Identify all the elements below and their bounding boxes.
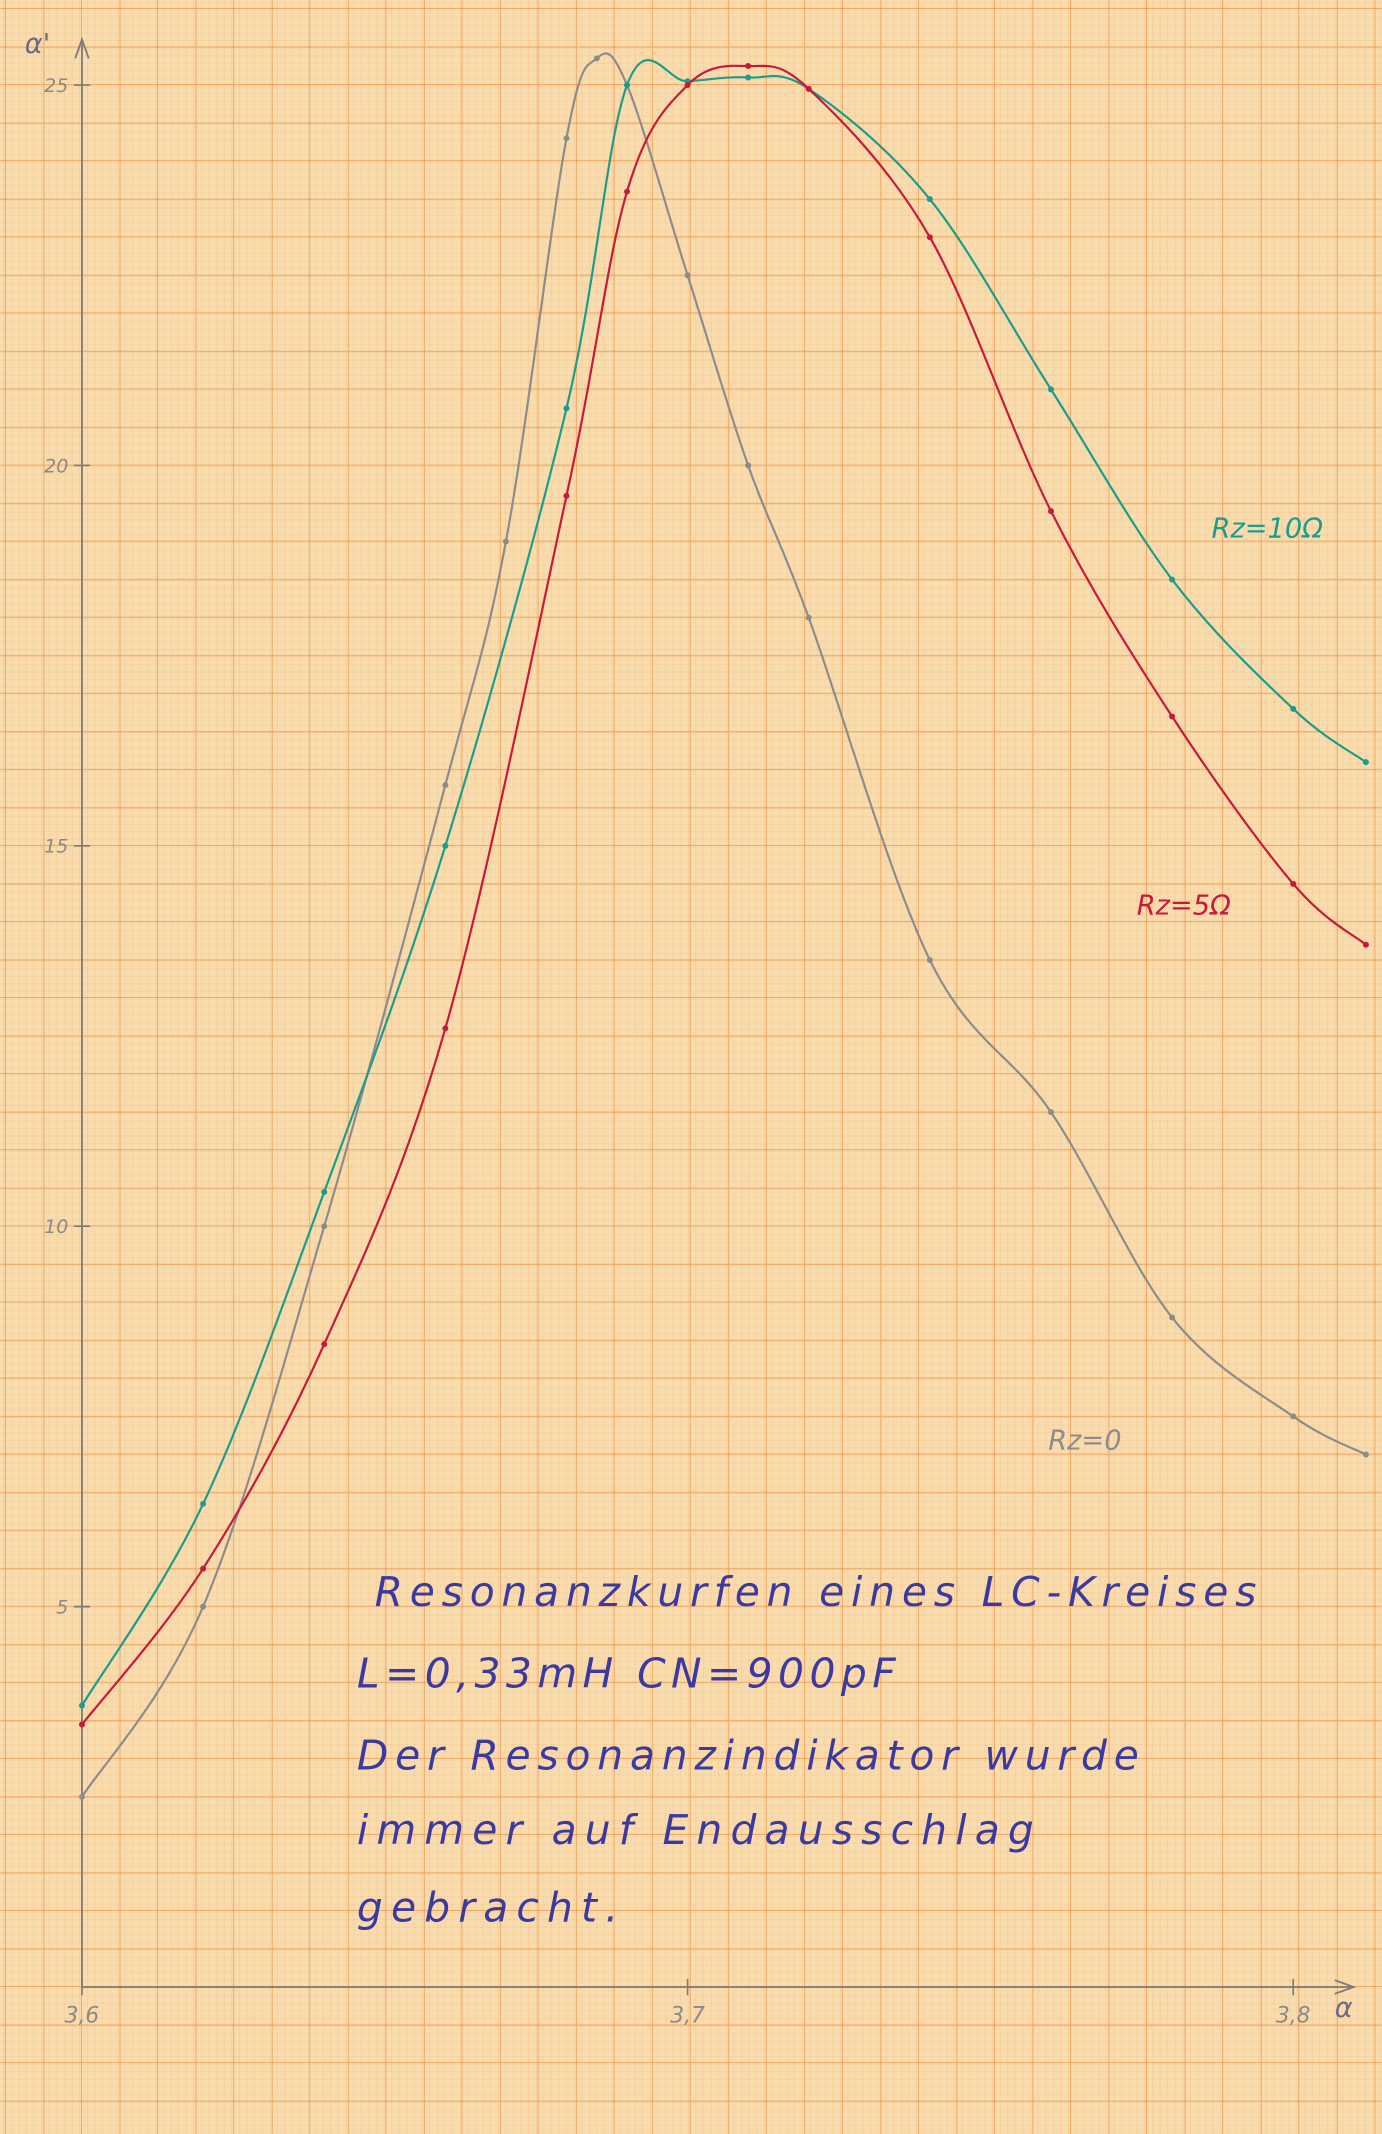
axis-arrow: [1334, 1979, 1357, 1995]
data-point: [624, 82, 631, 89]
x-tick-label: 3,8: [1276, 2003, 1311, 2028]
data-point: [1047, 508, 1054, 515]
data-point: [1169, 576, 1176, 583]
data-point: [624, 188, 631, 195]
data-point: [78, 1702, 85, 1709]
data-point: [745, 462, 752, 469]
data-point: [200, 1500, 207, 1507]
data-point: [1362, 1451, 1369, 1458]
y-tick-label: 5: [56, 1596, 68, 1618]
series-label: Rz=0: [1048, 1425, 1121, 1456]
data-point: [563, 135, 570, 142]
y-axis-label: α': [25, 29, 50, 60]
data-point: [805, 614, 812, 621]
data-point: [442, 1025, 449, 1032]
series-label: Rz=10Ω: [1212, 514, 1324, 545]
data-point: [684, 82, 691, 89]
data-point: [805, 85, 812, 92]
data-point: [78, 1721, 85, 1728]
x-axis-label: α: [1335, 1993, 1353, 2024]
data-point: [78, 1793, 85, 1800]
annotation-line: Resonanzkurfen eines LC-Kreises: [375, 1568, 1264, 1616]
data-point: [563, 492, 570, 499]
data-point: [684, 272, 691, 279]
data-point: [926, 956, 933, 963]
data-point: [1362, 759, 1369, 766]
series-line: [81, 52, 1367, 1798]
data-point: [563, 405, 570, 412]
annotation-line: immer auf Endausschlag: [357, 1806, 1042, 1854]
data-point: [745, 74, 752, 81]
y-tick-label: 25: [44, 75, 68, 97]
annotation-line: Der Resonanzindikator wurde: [357, 1731, 1146, 1779]
data-point: [1290, 880, 1297, 887]
data-point: [502, 538, 509, 545]
series-line: [81, 59, 1367, 1707]
data-point: [321, 1341, 328, 1348]
data-point: [200, 1603, 207, 1610]
series-label: Rz=5Ω: [1137, 891, 1231, 922]
annotation: Resonanzkurfen eines LC-Kreises L=0,33mH…: [357, 1568, 1264, 1932]
y-tick-label: 15: [44, 836, 68, 858]
data-point: [926, 196, 933, 203]
annotation-line: gebracht.: [357, 1884, 626, 1932]
y-tick-label: 10: [44, 1216, 68, 1238]
data-point: [926, 234, 933, 241]
data-point: [593, 55, 600, 62]
data-point: [1290, 1413, 1297, 1420]
x-tick-label: 3,6: [65, 2003, 100, 2028]
data-point: [321, 1223, 328, 1230]
data-point: [1362, 941, 1369, 948]
data-point: [1169, 1314, 1176, 1321]
data-point: [442, 842, 449, 849]
data-point: [1290, 705, 1297, 712]
data-point: [1169, 713, 1176, 720]
data-point: [442, 781, 449, 788]
data-point: [745, 63, 752, 70]
data-point: [1047, 1109, 1054, 1116]
data-point: [1047, 386, 1054, 393]
series-line: [81, 64, 1367, 1726]
y-tick-label: 20: [44, 455, 68, 477]
axis-arrow: [74, 36, 90, 59]
annotation-line: L=0,33mH CN=900pF: [357, 1650, 901, 1698]
data-point: [200, 1565, 207, 1572]
x-tick-label: 3,7: [670, 2003, 705, 2028]
data-point: [321, 1189, 328, 1195]
